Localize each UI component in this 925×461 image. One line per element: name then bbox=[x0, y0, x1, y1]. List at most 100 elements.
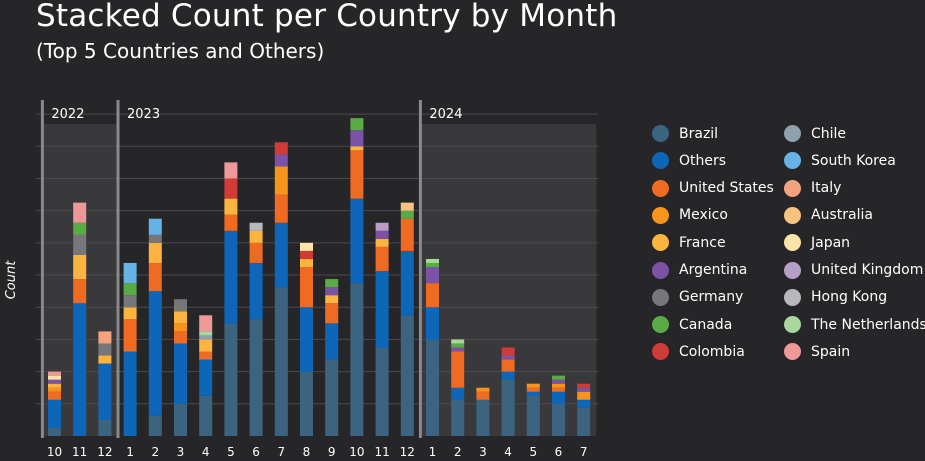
legend-item-mexico: Mexico bbox=[652, 206, 728, 224]
legend-item-others: Others bbox=[652, 152, 726, 170]
bar-segment-colombia bbox=[224, 178, 238, 199]
bar-segment-mexico bbox=[552, 383, 565, 388]
bar-segment-canada bbox=[426, 262, 439, 267]
bar-segment-argentina bbox=[48, 379, 61, 384]
bar-segment-mexico bbox=[274, 166, 288, 195]
bar-segment-argentina bbox=[426, 267, 439, 284]
legend-swatch bbox=[784, 234, 801, 252]
bar-segment-others bbox=[350, 198, 364, 284]
bar-segment-germany bbox=[98, 343, 112, 356]
legend-label: South Korea bbox=[811, 152, 896, 169]
bar-segment-spain bbox=[48, 371, 61, 376]
legend-swatch bbox=[784, 179, 801, 197]
legend-label: The Netherlands bbox=[811, 316, 925, 333]
bar-segment-united-states bbox=[300, 267, 313, 308]
bar-segment-the-netherlands bbox=[426, 258, 439, 263]
bar-segment-brazil bbox=[48, 427, 61, 436]
bar-segment-france bbox=[375, 238, 389, 247]
bar-segment-argentina bbox=[350, 130, 364, 147]
bar-segment-brazil bbox=[426, 339, 439, 436]
bar-segment-canada bbox=[325, 279, 339, 288]
bar-segment-spain bbox=[199, 315, 213, 332]
legend-item-the-netherlands: The Netherlands bbox=[784, 316, 925, 334]
bar-segment-the-netherlands bbox=[199, 331, 213, 336]
bar-segment-united-states bbox=[451, 351, 465, 388]
bar-segment-argentina bbox=[274, 154, 288, 167]
legend-item-chile: Chile bbox=[784, 125, 846, 142]
legend-label: United Kingdom bbox=[811, 262, 924, 278]
legend-swatch bbox=[784, 316, 801, 334]
bar-segment-colombia bbox=[300, 250, 313, 259]
bar-segment-spain bbox=[224, 162, 238, 179]
bar-segment-france bbox=[48, 383, 61, 388]
legend-item-germany: Germany bbox=[652, 288, 743, 306]
bar-segment-others bbox=[174, 343, 187, 404]
legend-label: France bbox=[679, 234, 726, 251]
x-tick-label: 5 bbox=[227, 445, 235, 459]
bar-segment-brazil bbox=[224, 323, 238, 436]
bar-segment-united-states bbox=[48, 391, 61, 400]
legend-swatch bbox=[652, 206, 669, 224]
legend-item-colombia: Colombia bbox=[652, 343, 745, 361]
x-tick-label: 3 bbox=[479, 445, 487, 459]
bar-segment-france bbox=[73, 254, 87, 280]
bar-segment-united-states bbox=[501, 359, 515, 372]
x-tick-label: 4 bbox=[504, 445, 512, 459]
bar-segment-others bbox=[577, 399, 591, 408]
bar-segment-canada bbox=[451, 343, 465, 348]
bar-segment-others bbox=[375, 271, 389, 348]
bar-segment-brazil bbox=[577, 407, 591, 436]
bar-segment-others bbox=[148, 291, 162, 416]
bar-segment-brazil bbox=[274, 287, 288, 436]
bar-segment-france bbox=[300, 258, 313, 267]
legend-swatch bbox=[652, 234, 669, 252]
bar-segment-germany bbox=[148, 234, 162, 243]
bar-segment-argentina bbox=[552, 379, 565, 384]
x-tick-label: 6 bbox=[555, 445, 563, 459]
legend-item-france: France bbox=[652, 234, 726, 252]
x-tick-label: 1 bbox=[126, 445, 134, 459]
bar-segment-brazil bbox=[400, 315, 414, 436]
legend-item-hong-kong: Hong Kong bbox=[784, 288, 887, 306]
legend-swatch bbox=[652, 179, 669, 197]
bar-segment-others bbox=[48, 399, 61, 428]
bar-segment-france bbox=[325, 295, 339, 304]
bar-segment-france bbox=[350, 146, 364, 151]
bar-segment-united-states bbox=[400, 218, 414, 251]
bar-segment-canada bbox=[123, 283, 137, 296]
legend-label: United States bbox=[679, 180, 774, 197]
legend-swatch bbox=[784, 288, 801, 306]
bar-segment-others bbox=[274, 222, 288, 288]
legend-item-italy: Italy bbox=[784, 179, 841, 197]
bar-segment-brazil bbox=[476, 399, 490, 436]
bar-segment-others bbox=[73, 303, 87, 436]
bar-segment-japan bbox=[300, 242, 313, 251]
bar-segment-france bbox=[98, 355, 112, 364]
legend-swatch bbox=[652, 152, 669, 170]
bar-segment-brazil bbox=[148, 415, 162, 436]
year-label: 2024 bbox=[429, 107, 462, 122]
bar-segment-others bbox=[199, 359, 213, 396]
bar-segment-colombia bbox=[577, 383, 591, 388]
bar-segment-united-states bbox=[174, 331, 187, 344]
bar-segment-japan bbox=[48, 375, 61, 380]
legend-item-united-kingdom: United Kingdom bbox=[784, 261, 924, 279]
bar-segment-united-states bbox=[249, 242, 263, 263]
x-tick-label: 10 bbox=[47, 445, 62, 459]
legend-label: Japan bbox=[811, 234, 851, 251]
legend-item-united-states: United States bbox=[652, 179, 774, 197]
bar-segment-canada bbox=[350, 118, 364, 131]
year-label: 2022 bbox=[51, 107, 84, 122]
x-tick-label: 12 bbox=[97, 445, 112, 459]
chart-subtitle: (Top 5 Countries and Others) bbox=[36, 39, 325, 63]
bar-segment-others bbox=[98, 363, 112, 420]
bar-segment-mexico bbox=[577, 391, 591, 400]
bar-segment-argentina bbox=[325, 287, 339, 296]
bar-segment-others bbox=[400, 250, 414, 316]
bar-segment-united-states bbox=[148, 262, 162, 292]
legend-label: Spain bbox=[811, 343, 851, 360]
legend-label: Argentina bbox=[679, 262, 748, 278]
bar-segment-others bbox=[300, 307, 313, 372]
year-label: 2023 bbox=[127, 107, 160, 122]
